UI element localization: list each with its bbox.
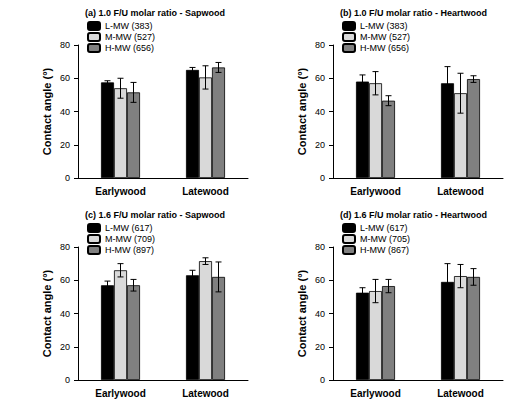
svg-text:Earlywood: Earlywood bbox=[350, 186, 401, 197]
svg-text:60: 60 bbox=[315, 275, 325, 285]
svg-text:M-MW (527): M-MW (527) bbox=[360, 32, 410, 42]
svg-text:Latewood: Latewood bbox=[182, 186, 229, 197]
svg-text:Earlywood: Earlywood bbox=[95, 186, 146, 197]
svg-text:0: 0 bbox=[320, 375, 325, 385]
svg-text:H-MW (656): H-MW (656) bbox=[105, 43, 154, 53]
svg-text:Latewood: Latewood bbox=[437, 388, 484, 399]
svg-text:80: 80 bbox=[315, 242, 325, 252]
svg-text:0: 0 bbox=[320, 173, 325, 183]
svg-text:0: 0 bbox=[65, 173, 70, 183]
svg-text:60: 60 bbox=[60, 275, 70, 285]
svg-text:40: 40 bbox=[315, 107, 325, 117]
svg-text:40: 40 bbox=[315, 309, 325, 319]
svg-text:Contact angle (°): Contact angle (°) bbox=[41, 269, 53, 357]
svg-text:L-MW (617): L-MW (617) bbox=[105, 223, 153, 233]
svg-text:60: 60 bbox=[315, 73, 325, 83]
svg-text:M-MW (705): M-MW (705) bbox=[360, 234, 410, 244]
svg-text:Latewood: Latewood bbox=[437, 186, 484, 197]
svg-text:(c) 1.6 F/U molar ratio - Sapw: (c) 1.6 F/U molar ratio - Sapwood bbox=[85, 210, 225, 220]
svg-text:20: 20 bbox=[60, 342, 70, 352]
svg-text:Earlywood: Earlywood bbox=[350, 388, 401, 399]
svg-text:80: 80 bbox=[315, 40, 325, 50]
svg-text:M-MW (709): M-MW (709) bbox=[105, 234, 155, 244]
svg-text:80: 80 bbox=[60, 242, 70, 252]
svg-text:80: 80 bbox=[60, 40, 70, 50]
svg-text:(d) 1.6 F/U molar ratio - Hear: (d) 1.6 F/U molar ratio - Heartwood bbox=[340, 210, 487, 220]
svg-text:H-MW (656): H-MW (656) bbox=[360, 43, 409, 53]
svg-text:Contact angle (°): Contact angle (°) bbox=[296, 269, 308, 357]
svg-text:L-MW (617): L-MW (617) bbox=[360, 223, 408, 233]
svg-text:20: 20 bbox=[60, 140, 70, 150]
svg-text:20: 20 bbox=[315, 342, 325, 352]
svg-text:60: 60 bbox=[60, 73, 70, 83]
svg-text:(a) 1.0 F/U molar ratio - Sapw: (a) 1.0 F/U molar ratio - Sapwood bbox=[85, 8, 225, 18]
svg-text:40: 40 bbox=[60, 309, 70, 319]
svg-text:L-MW (383): L-MW (383) bbox=[105, 21, 153, 31]
svg-text:40: 40 bbox=[60, 107, 70, 117]
svg-text:H-MW (867): H-MW (867) bbox=[360, 245, 409, 255]
svg-text:M-MW (527): M-MW (527) bbox=[105, 32, 155, 42]
svg-text:Earlywood: Earlywood bbox=[95, 388, 146, 399]
svg-text:20: 20 bbox=[315, 140, 325, 150]
svg-text:Contact angle (°): Contact angle (°) bbox=[41, 67, 53, 155]
svg-text:L-MW (383): L-MW (383) bbox=[360, 21, 408, 31]
svg-text:(b) 1.0 F/U molar ratio - Hear: (b) 1.0 F/U molar ratio - Heartwood bbox=[340, 8, 487, 18]
svg-text:0: 0 bbox=[65, 375, 70, 385]
svg-text:Contact angle (°): Contact angle (°) bbox=[296, 67, 308, 155]
svg-text:H-MW (897): H-MW (897) bbox=[105, 245, 154, 255]
svg-text:Latewood: Latewood bbox=[182, 388, 229, 399]
